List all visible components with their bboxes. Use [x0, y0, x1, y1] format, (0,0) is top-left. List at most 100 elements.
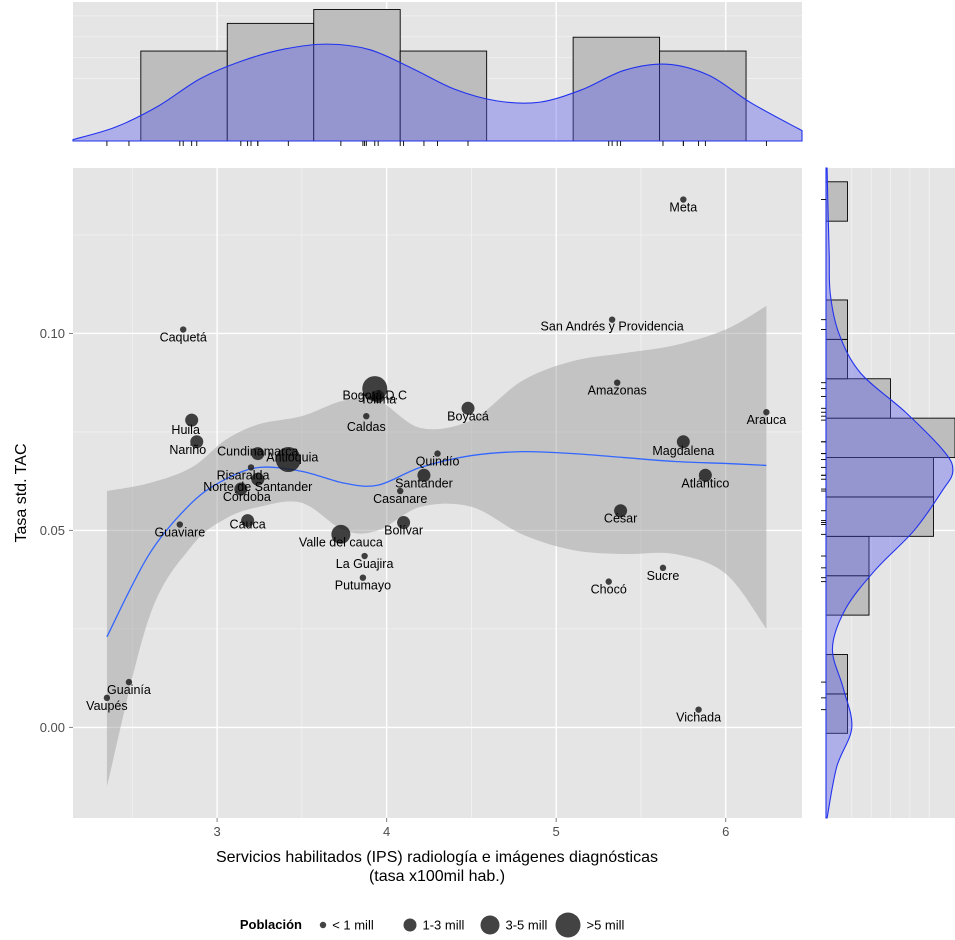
legend-label: 1-3 mill [423, 918, 465, 933]
point-marker [695, 706, 702, 713]
legend-label: 3-5 mill [506, 918, 548, 933]
right-rug [821, 199, 826, 711]
point-label: La Guajira [336, 557, 394, 571]
point-label: Norte de Santander [203, 480, 312, 494]
point-label: Sucre [647, 569, 680, 583]
x-axis-ticks: 3 4 5 6 [213, 818, 729, 839]
loess-line [106, 450, 767, 638]
x-tick-label: 6 [722, 824, 729, 839]
point-marker [185, 413, 199, 427]
confidence-ribbon [106, 305, 767, 787]
point-label: Boyacá [447, 409, 489, 423]
point-label: Guaviare [154, 526, 205, 540]
point-marker [371, 389, 385, 403]
point-label: Antioquia [266, 451, 318, 465]
right-hist-bar [825, 575, 870, 616]
y-tick-label: 0.05 [40, 523, 65, 538]
point-marker [125, 678, 133, 686]
top-histogram [140, 9, 747, 142]
point-label: Nariño [169, 443, 206, 457]
point-marker [397, 516, 411, 530]
right-hist-bar [825, 496, 934, 537]
point-label: Meta [669, 201, 697, 215]
point-label: Tolima [360, 392, 396, 406]
y-axis-title: Tasa std. TAC [13, 444, 30, 543]
point-marker [251, 447, 265, 461]
top-density [72, 43, 803, 142]
point-label: Valle del cauca [299, 535, 383, 549]
point-label: Quindío [416, 455, 460, 469]
y-tick-label: 0.10 [40, 326, 65, 341]
point-marker [241, 514, 255, 528]
point-marker [331, 524, 351, 544]
top-hist-bar [226, 22, 315, 142]
point-label: Vichada [676, 711, 721, 725]
top-hist-bar [399, 50, 488, 142]
point-label: Magdalena [652, 444, 714, 458]
scatter-points [103, 196, 770, 713]
point-marker [434, 450, 441, 457]
point-marker [251, 472, 265, 486]
point-label: Risaralda [217, 468, 270, 482]
point-label: César [604, 512, 637, 526]
right-density-curve [825, 167, 954, 819]
top-hist-bar [659, 50, 747, 142]
point-label: Santander [395, 476, 453, 490]
legend-label: < 1 mill [332, 918, 374, 933]
point-marker [698, 468, 712, 482]
right-hist-bar [825, 378, 891, 419]
point-label: Huila [171, 423, 200, 437]
point-marker [275, 447, 301, 473]
smooth-line [106, 450, 767, 638]
top-density-curve [72, 43, 803, 142]
point-label: Vaupés [86, 699, 127, 713]
legend-key-4 [555, 912, 581, 938]
point-label: Bogotá D.C [342, 389, 407, 403]
point-label: Cundinamarca [217, 445, 298, 459]
point-label: Bolívar [384, 524, 423, 538]
main-panel: Meta San Andrés y Providencia Caquetá Bogot… [40, 168, 802, 839]
point-label: Córdoba [223, 490, 271, 504]
point-label: Casanare [373, 492, 427, 506]
x-axis-title-line-2: (tasa x100mil hab.) [369, 868, 505, 885]
point-marker [234, 482, 248, 496]
point-marker [359, 574, 367, 581]
legend: Población < 1 mill 1-3 mill 3-5 mill >5 mil… [240, 912, 625, 938]
point-label: Amazonas [588, 384, 647, 398]
legend-title: Población [240, 917, 302, 932]
point-marker [176, 521, 184, 528]
point-marker [190, 435, 204, 449]
top-hist-bar [140, 50, 228, 142]
right-histogram [825, 181, 955, 734]
point-marker [614, 504, 628, 518]
point-marker [608, 316, 616, 323]
right-hist-bar [825, 181, 848, 222]
point-marker [179, 326, 187, 333]
y-axis-ticks: 0.00 0.05 0.10 [40, 326, 73, 735]
point-marker [247, 464, 255, 471]
point-label: Caquetá [160, 331, 207, 345]
legend-key-3 [480, 915, 500, 935]
point-label: Cauca [230, 518, 266, 532]
legend-key-2 [403, 918, 417, 932]
point-label: Putumayo [335, 579, 391, 593]
point-label: Caldas [347, 420, 386, 434]
point-marker [417, 468, 431, 482]
y-tick-label: 0.00 [40, 720, 65, 735]
confidence-band [106, 305, 767, 787]
point-marker [363, 412, 370, 420]
point-marker [361, 552, 368, 560]
point-label: Atlántico [681, 476, 729, 490]
legend-label: >5 mill [587, 918, 625, 933]
right-density [825, 167, 954, 819]
point-marker [676, 435, 690, 449]
x-tick-label: 5 [553, 824, 560, 839]
top-rug [106, 141, 767, 146]
right-marginal-panel [821, 167, 955, 819]
point-marker [614, 379, 621, 386]
main-panel-background [73, 168, 802, 818]
point-marker [763, 409, 770, 416]
legend-items: < 1 mill 1-3 mill 3-5 mill >5 mill [319, 912, 625, 938]
point-marker [103, 694, 111, 702]
